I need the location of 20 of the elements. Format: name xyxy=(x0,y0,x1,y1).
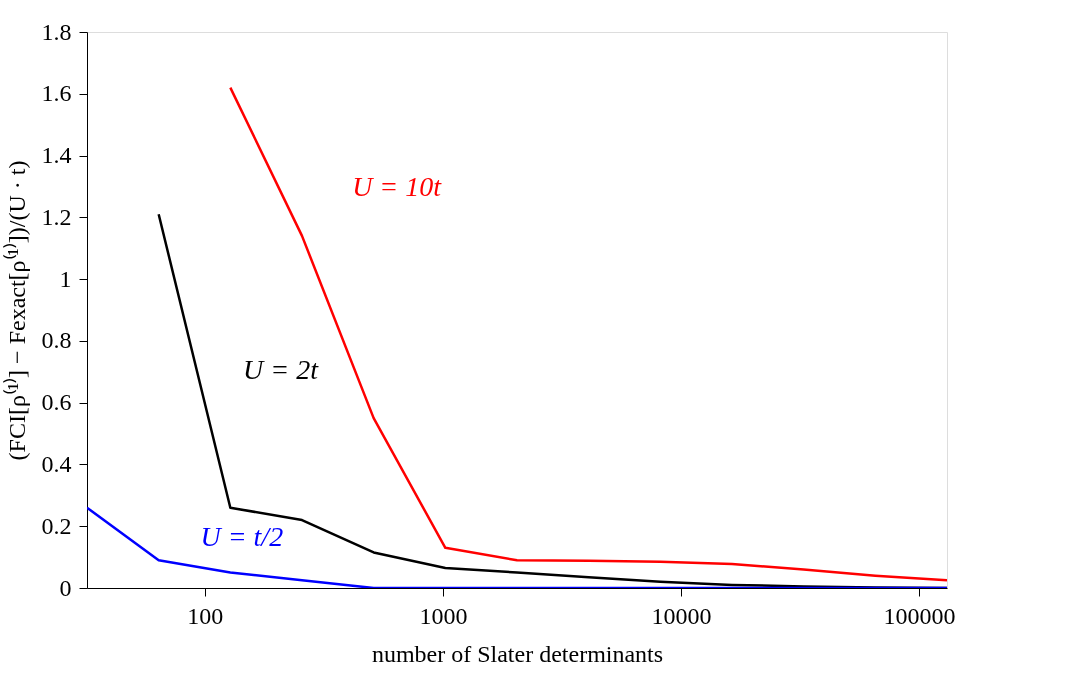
x-axis-title: number of Slater determinants xyxy=(371,640,664,667)
y-tick-label: 0.2 xyxy=(41,512,72,539)
y-tick-label: 0 xyxy=(59,574,72,601)
y-tick-label: 1.6 xyxy=(41,80,72,107)
x-tick-label: 100 xyxy=(187,602,224,629)
y-tick-label: 1.2 xyxy=(41,203,72,230)
y-axis-title: (FCI[ρ⁽¹⁾] − Fexact[ρ⁽¹⁾])/(U · t) xyxy=(2,160,30,461)
y-tick-label: 1.8 xyxy=(41,18,72,45)
annotation: U = 2t xyxy=(243,354,320,386)
x-tick-label: 1000 xyxy=(419,602,468,629)
annotation: U = t/2 xyxy=(200,520,284,552)
y-tick-label: 1.4 xyxy=(41,142,72,169)
y-tick-label: 0.8 xyxy=(41,327,72,354)
line-series xyxy=(229,86,947,582)
y-tick-label: 0.4 xyxy=(41,450,72,477)
annotation: U = 10t xyxy=(352,170,443,202)
y-tick-label: 1 xyxy=(59,265,72,292)
y-tick-label: 0.6 xyxy=(41,389,72,416)
x-tick-label: 100000 xyxy=(883,602,956,629)
x-tick-label: 10000 xyxy=(651,602,712,629)
